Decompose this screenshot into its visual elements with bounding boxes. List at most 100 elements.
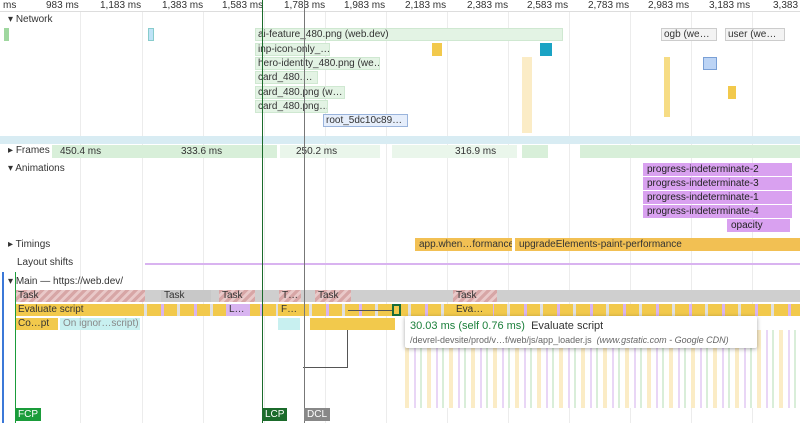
track-title: Main — https://web.dev/ — [15, 276, 124, 287]
track-title: Network — [15, 14, 53, 25]
ruler-tick: 3,383 — [773, 0, 799, 11]
grid-line — [264, 12, 265, 423]
frame-bar — [52, 145, 277, 158]
network-request[interactable]: root_5dc10c89… — [323, 114, 408, 127]
grid-line — [508, 12, 509, 423]
sub-event-bar — [278, 318, 300, 330]
request-bar — [664, 57, 670, 117]
frame-duration: 333.6 ms — [181, 146, 223, 157]
network-overflow — [0, 136, 800, 144]
selection-edge — [2, 272, 4, 423]
track-header[interactable]: ▾ Network — [8, 14, 53, 25]
layout-shift-line — [145, 263, 800, 265]
timing[interactable]: app.when…formance — [415, 238, 512, 251]
animation[interactable]: progress-indeterminate-1 — [643, 191, 792, 204]
network-request[interactable]: ogb (we… — [661, 28, 717, 41]
marker-line — [262, 0, 263, 423]
network-request[interactable]: card_480.png… — [255, 100, 328, 113]
tooltip-line: 30.03 ms (self 0.76 ms) Evaluate script — [410, 320, 603, 332]
frame-bar — [580, 145, 800, 158]
script[interactable]: F… — [278, 304, 300, 316]
ruler-tick: 2,383 ms — [467, 0, 509, 11]
track-title: Layout shifts — [17, 257, 74, 268]
frame-duration: 250.2 ms — [296, 146, 338, 157]
script[interactable]: Evaluate script — [15, 304, 141, 316]
ruler: ms 983 ms 1,183 ms 1,383 ms 1,583 ms 1,7… — [0, 0, 800, 12]
frame-duration: 316.9 ms — [455, 146, 497, 157]
task[interactable]: Task — [315, 290, 351, 302]
ruler-tick: 2,583 ms — [527, 0, 569, 11]
frame-duration: 450.4 ms — [60, 146, 102, 157]
network-request[interactable]: inp-icon-only_… — [255, 43, 330, 56]
more-indicator[interactable]: … — [716, 130, 726, 142]
script[interactable]: Eva… — [453, 304, 493, 316]
frame-bar — [392, 145, 517, 158]
grid-line — [80, 12, 81, 423]
animation[interactable]: progress-indeterminate-4 — [643, 205, 792, 218]
tooltip-self: (self 0.76 ms) — [458, 320, 525, 332]
tooltip: 30.03 ms (self 0.76 ms) Evaluate script … — [405, 316, 757, 348]
network-request[interactable]: hero-identity_480.png (we… — [255, 57, 380, 70]
tooltip-name: Evaluate script — [531, 320, 604, 332]
animation[interactable]: progress-indeterminate-3 — [643, 177, 792, 190]
request-bar — [522, 57, 532, 133]
marker-line — [304, 0, 305, 423]
marker[interactable]: DCL — [304, 408, 331, 421]
ruler-tick: 983 ms — [46, 0, 79, 11]
timing[interactable]: upgradeElements-paint-performance — [515, 238, 800, 251]
network-request[interactable]: user (we… — [725, 28, 785, 41]
ruler-tick: 1,583 ms — [222, 0, 264, 11]
frame-bar — [522, 145, 548, 158]
tooltip-origin: (www.gstatic.com - Google CDN) — [596, 335, 729, 345]
task-row — [15, 290, 800, 302]
request-bar — [148, 28, 154, 41]
ruler-tick: 1,383 ms — [162, 0, 204, 11]
ruler-tick: 3,183 ms — [709, 0, 751, 11]
task[interactable]: Task — [161, 290, 211, 302]
track-header[interactable]: ▾ Main — https://web.dev/ — [8, 276, 124, 287]
task[interactable]: Task — [219, 290, 255, 302]
request-bar — [432, 43, 442, 56]
ruler-tick: 1,983 ms — [344, 0, 386, 11]
animation[interactable]: opacity — [727, 219, 790, 232]
marker[interactable]: FCP — [15, 408, 41, 421]
request-bar — [540, 43, 552, 56]
grid-line — [386, 12, 387, 423]
script[interactable]: L… — [226, 304, 250, 316]
network-request[interactable]: ai-feature_480.png (web.dev) — [255, 28, 563, 41]
track-header[interactable]: ▸ Timings — [8, 239, 51, 250]
sub-event[interactable]: Co…pt — [15, 318, 58, 330]
task[interactable]: T… — [279, 290, 301, 302]
grid-line — [142, 12, 143, 423]
grid-line — [325, 12, 326, 423]
script-row — [15, 304, 800, 316]
grid-line — [203, 12, 204, 423]
frame-bar — [280, 145, 380, 158]
ruler-tick: 1,183 ms — [100, 0, 142, 11]
track-header[interactable]: ▸ Frames — [8, 145, 50, 156]
ruler-tick: 2,783 ms — [588, 0, 630, 11]
track-header[interactable]: ▾ Animations — [8, 163, 65, 174]
track-title: Animations — [15, 163, 65, 174]
task[interactable]: Task — [453, 290, 497, 302]
track-title: Timings — [15, 239, 51, 250]
task[interactable]: Task — [15, 290, 145, 302]
connector — [348, 310, 392, 311]
connector — [303, 330, 348, 368]
network-request[interactable]: card_480.… — [255, 71, 318, 84]
tooltip-line: /devrel-devsite/prod/v…f/web/js/app_load… — [410, 334, 729, 346]
request-bar — [728, 86, 736, 99]
animation[interactable]: progress-indeterminate-2 — [643, 163, 792, 176]
tooltip-url: /devrel-devsite/prod/v…f/web/js/app_load… — [410, 335, 592, 345]
marker[interactable]: LCP — [262, 408, 288, 421]
network-request[interactable]: card_480.png (w… — [255, 86, 345, 99]
sub-event[interactable]: On ignor…script) — [60, 318, 140, 330]
ruler-tick: 2,183 ms — [405, 0, 447, 11]
track-title: Frames — [15, 145, 50, 156]
request-bar — [703, 57, 717, 70]
sub-event-bar — [310, 318, 395, 330]
grid-line — [569, 12, 570, 423]
selected-event[interactable] — [392, 304, 401, 316]
request-bar — [4, 28, 9, 41]
